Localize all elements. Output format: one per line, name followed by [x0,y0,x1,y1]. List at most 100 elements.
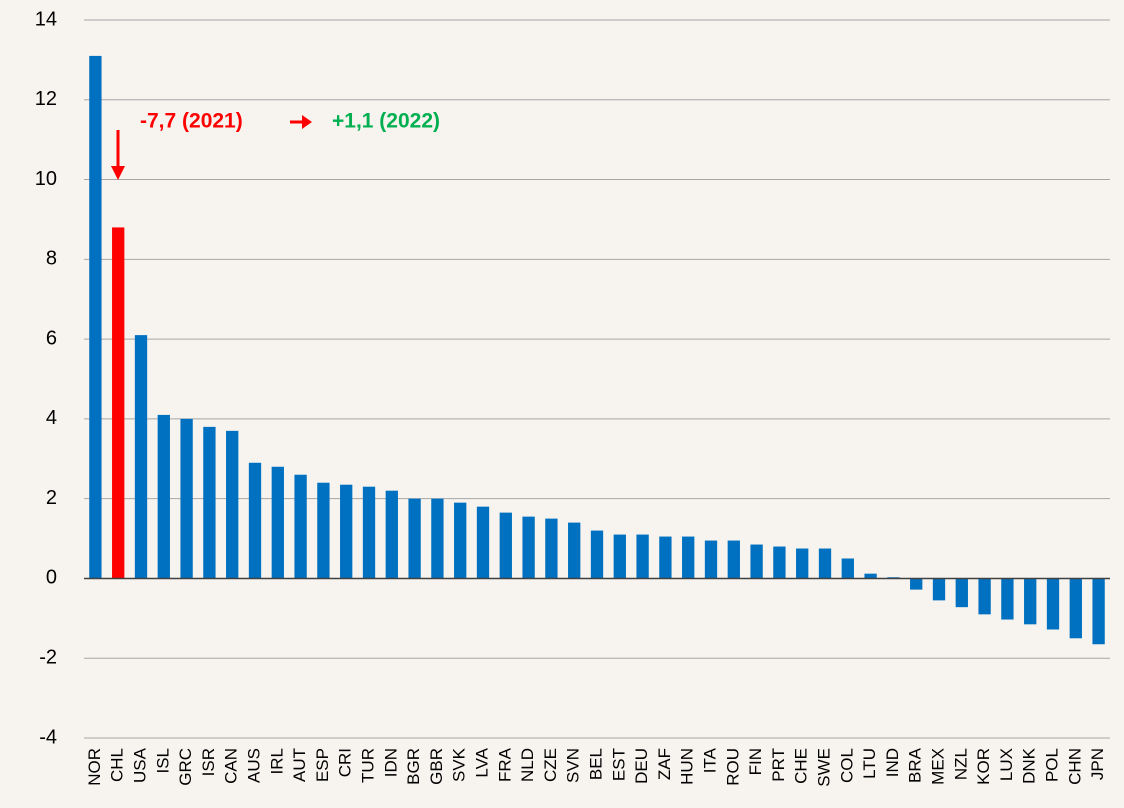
y-tick-label: 8 [46,248,57,270]
bar [112,227,125,579]
bar [157,414,170,579]
x-tick-label: BEL [586,748,605,780]
bar [545,518,558,579]
bar [294,474,307,579]
bar [796,548,809,579]
x-tick-label: BRA [906,747,925,783]
bar [704,540,718,579]
bar [248,462,262,579]
annotation-arrow [290,115,312,129]
bar [568,522,581,579]
x-tick-label: ISL [153,748,172,774]
x-tick-label: LTU [860,748,879,779]
x-tick-label: ISR [199,748,218,776]
x-tick-label: EST [609,748,628,781]
bar [362,486,376,579]
x-tick-label: LVA [472,747,491,777]
y-tick-label: 10 [35,168,57,190]
bar [682,536,695,579]
y-tick-label: -4 [39,726,57,748]
bar [841,558,854,579]
bar [499,512,512,579]
x-tick-label: PRT [769,748,788,782]
annotation: -7,7 (2021) [140,110,243,133]
bar [1046,578,1060,630]
x-tick-label: NLD [518,748,537,782]
bar [1069,578,1082,639]
x-tick-label: FRA [495,747,514,782]
x-tick-label: TUR [358,748,377,783]
x-tick-label: GRC [176,748,195,786]
x-tick-label: CRI [336,748,355,777]
bar [180,418,193,579]
bar [932,578,946,601]
x-tick-label: ITA [700,747,719,773]
bar [408,498,421,579]
x-tick-label: CAN [222,748,241,784]
x-tick-label: CHE [792,748,811,784]
bar [454,502,467,579]
bar [659,536,672,579]
x-tick-label: CHN [1065,748,1084,785]
bar [317,482,330,579]
bar [773,546,786,579]
x-tick-label: SVN [564,748,583,783]
x-tick-label: DEU [632,748,651,784]
x-tick-label: DNK [1020,747,1039,784]
x-tick-label: CHL [108,748,127,782]
x-tick-label: POL [1042,748,1061,782]
x-tick-label: MEX [928,748,947,785]
bar [955,578,968,608]
x-tick-label: BGR [404,748,423,785]
bar [385,490,398,579]
x-tick-label: USA [130,747,149,783]
bar [750,544,763,579]
x-tick-label: SWE [814,748,833,787]
x-tick-label: NOR [85,748,104,786]
bar [1001,578,1014,620]
y-tick-label: 0 [46,567,57,589]
x-tick-label: SVK [450,747,469,782]
bar [864,573,877,579]
bar [134,335,148,579]
bar [203,426,216,579]
x-tick-label: AUT [290,748,309,782]
y-tick-label: 6 [46,327,57,349]
bar [226,430,239,579]
x-tick-label: LUX [997,748,1016,781]
bar [727,540,740,579]
bar [271,466,284,579]
bar [476,506,490,579]
x-tick-label: IRL [267,748,286,774]
bar [818,548,832,579]
x-tick-label: GBR [427,748,446,785]
x-tick-label: KOR [974,748,993,785]
x-tick-label: CZE [541,748,560,782]
x-tick-label: IDN [381,748,400,777]
bar [1024,578,1037,625]
x-tick-label: IND [883,748,902,777]
x-tick-label: HUN [678,748,697,785]
x-tick-label: ROU [723,748,742,786]
x-tick-label: NZL [951,748,970,780]
x-tick-label: COL [837,748,856,783]
bar [431,498,444,579]
bar [636,534,649,579]
y-tick-label: -2 [39,647,57,669]
y-tick-label: 14 [35,8,57,30]
bar [590,530,604,579]
bar [978,578,991,615]
y-tick-label: 4 [46,407,57,429]
annotation: +1,1 (2022) [332,110,440,133]
x-tick-label: JPN [1088,748,1107,780]
down-arrow [111,130,125,180]
bar [1092,578,1105,645]
x-tick-label: AUS [244,748,263,783]
y-tick-label: 2 [46,487,57,509]
bar [522,516,535,579]
x-tick-label: ESP [313,748,332,782]
bar [613,534,626,579]
x-tick-label: ZAF [655,748,674,780]
y-tick-label: 12 [35,88,57,110]
